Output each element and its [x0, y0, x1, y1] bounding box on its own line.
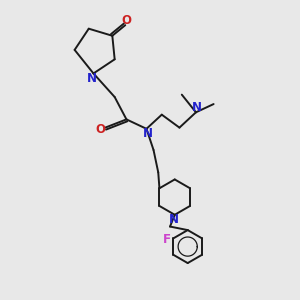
- Text: O: O: [95, 124, 105, 136]
- Text: N: N: [169, 214, 178, 226]
- Text: F: F: [163, 233, 171, 246]
- Text: N: N: [142, 127, 153, 140]
- Text: O: O: [122, 14, 131, 27]
- Text: N: N: [192, 101, 202, 114]
- Text: N: N: [87, 72, 97, 85]
